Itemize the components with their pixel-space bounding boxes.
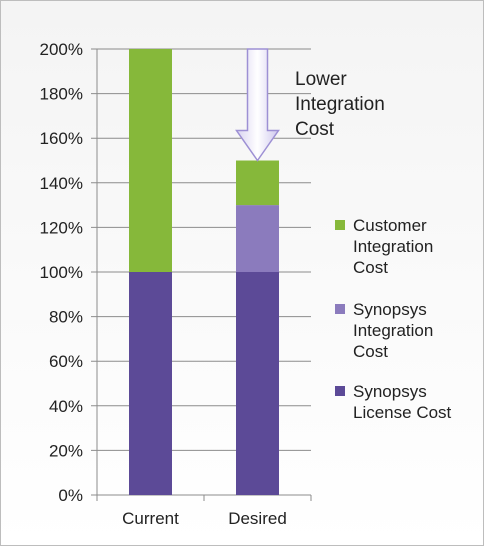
legend-swatch (335, 220, 345, 230)
y-tick-label: 100% (40, 263, 83, 282)
legend-swatch (335, 386, 345, 396)
x-category-label: Desired (228, 509, 287, 528)
legend-label: Customer (353, 216, 427, 235)
annotation-text: Cost (295, 119, 335, 140)
legend-label: Synopsys (353, 382, 427, 401)
bar-segment-desired-customer-integration-cost (236, 160, 279, 206)
y-tick-label: 140% (40, 174, 83, 193)
bar-segment-current-customer-integration-cost (129, 49, 172, 272)
bar-segment-desired-synopsys-license-cost (236, 272, 279, 495)
y-tick-label: 20% (49, 441, 83, 460)
legend-label: Synopsys (353, 300, 427, 319)
y-tick-label: 40% (49, 397, 83, 416)
legend-label: License Cost (353, 403, 452, 422)
y-tick-label: 80% (49, 308, 83, 327)
y-tick-label: 160% (40, 129, 83, 148)
bar-segment-desired-synopsys-integration-cost (236, 205, 279, 272)
legend-label: Cost (353, 258, 388, 277)
y-tick-label: 200% (40, 40, 83, 59)
legend-label: Integration (353, 321, 433, 340)
legend-label: Integration (353, 237, 433, 256)
bar-segment-current-synopsys-license-cost (129, 272, 172, 495)
y-tick-label: 120% (40, 218, 83, 237)
annotation-text: Integration (295, 94, 385, 115)
down-arrow-icon (235, 48, 280, 162)
legend-label: Cost (353, 342, 388, 361)
y-tick-label: 0% (58, 486, 83, 505)
annotation-text: Lower (295, 69, 347, 90)
y-tick-label: 180% (40, 85, 83, 104)
x-category-label: Current (122, 509, 179, 528)
legend-swatch (335, 304, 345, 314)
y-tick-label: 60% (49, 352, 83, 371)
